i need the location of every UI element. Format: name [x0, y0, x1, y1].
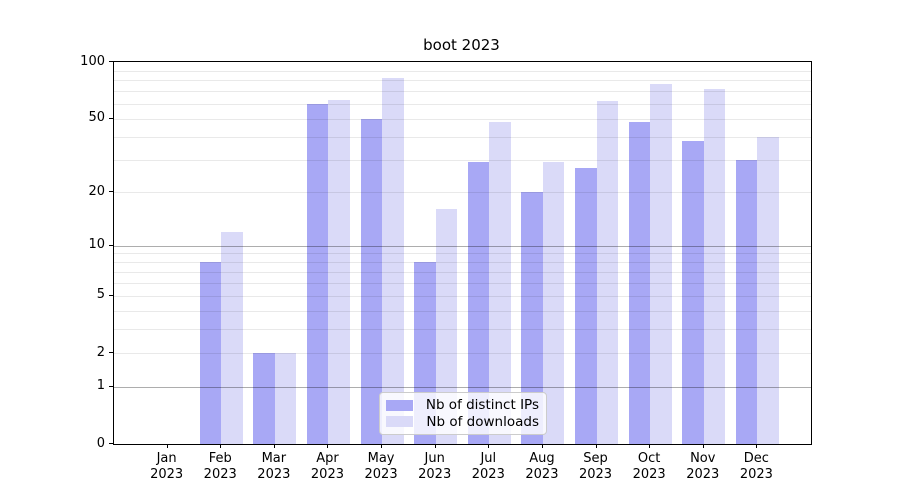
y-tick-mark-2 [109, 352, 113, 354]
bar-nov-downloads [703, 88, 726, 444]
bar-mar-ips [253, 353, 275, 444]
x-tick-mark-apr [327, 444, 329, 448]
legend-label-downloads: Nb of downloads [426, 413, 539, 430]
bar-oct-downloads [650, 84, 672, 444]
y-tick-label-50: 50 [88, 110, 105, 126]
legend: Nb of distinct IPs Nb of downloads [379, 392, 547, 435]
y-tick-label-5: 5 [96, 287, 105, 303]
legend-swatch-downloads [386, 416, 414, 428]
x-tick-label-jun: Jun 2023 [418, 451, 452, 482]
legend-swatch-distinct-ips [385, 399, 413, 411]
gridline-minor-20 [114, 192, 811, 193]
x-tick-label-mar: Mar 2023 [257, 451, 291, 482]
x-tick-label-nov: Nov 2023 [686, 451, 720, 482]
x-tick-label-feb: Feb 2023 [203, 451, 237, 482]
x-tick-label-sep: Sep 2023 [578, 451, 613, 482]
y-tick-mark-10 [109, 244, 113, 246]
x-tick-mark-mar [273, 444, 275, 448]
legend-item-distinct-ips: Nb of distinct IPs [385, 397, 539, 414]
bar-jul-ips [467, 162, 490, 444]
y-tick-mark-1 [109, 385, 113, 387]
bar-feb-ips [199, 262, 222, 444]
x-tick-mark-aug [541, 444, 543, 448]
gridline-minor-3 [114, 329, 811, 331]
bar-dec-ips [735, 159, 758, 444]
x-tick-label-jul: Jul 2023 [471, 451, 505, 482]
gridline-minor-4 [114, 310, 811, 312]
chart-title: boot 2023 [423, 36, 500, 54]
y-tick-mark-0 [109, 443, 113, 444]
plot-area [113, 61, 812, 445]
gridline-minor-7 [114, 271, 811, 273]
bar-jul-downloads [489, 121, 511, 444]
y-tick-label-100: 100 [80, 53, 105, 69]
bar-may-downloads [382, 78, 404, 444]
x-tick-label-dec: Dec 2023 [739, 451, 773, 482]
gridline-minor-2 [114, 353, 811, 355]
bar-jun-downloads [435, 209, 458, 444]
gridline-minor-50 [114, 118, 811, 120]
x-tick-label-jan: Jan 2023 [150, 451, 184, 482]
gridline-major-10 [114, 245, 811, 247]
bar-aug-downloads [542, 162, 565, 444]
y-tick-label-20: 20 [88, 183, 105, 199]
x-tick-mark-may [381, 444, 383, 448]
gridline-minor-70 [114, 91, 811, 93]
gridline-minor-90 [114, 70, 811, 72]
y-tick-label-10: 10 [88, 237, 105, 253]
x-tick-label-apr: Apr 2023 [310, 451, 344, 482]
x-tick-mark-jul [488, 444, 490, 448]
gridline-minor-30 [114, 159, 811, 161]
gridline-major-1 [114, 386, 811, 388]
y-tick-label-1: 1 [96, 378, 105, 394]
bar-nov-ips [682, 140, 704, 444]
bar-sep-ips [575, 168, 597, 444]
bar-may-ips [360, 118, 383, 444]
x-tick-mark-jan [166, 444, 168, 448]
x-tick-mark-dec [756, 444, 758, 448]
bar-sep-downloads [596, 101, 618, 444]
y-tick-mark-50 [109, 117, 113, 119]
y-tick-mark-5 [109, 294, 113, 296]
bar-apr-downloads [328, 99, 350, 444]
x-tick-label-may: May 2023 [364, 451, 398, 482]
bar-dec-downloads [757, 136, 779, 444]
x-tick-mark-jun [434, 444, 436, 448]
bar-apr-ips [307, 103, 329, 444]
y-tick-mark-20 [109, 191, 113, 192]
x-tick-mark-sep [595, 444, 597, 448]
bar-oct-ips [628, 121, 651, 444]
gridline-minor-8 [114, 262, 811, 264]
gridline-minor-6 [114, 282, 811, 284]
bar-feb-downloads [221, 231, 243, 444]
x-tick-mark-oct [649, 444, 651, 448]
y-tick-label-0: 0 [96, 435, 105, 451]
gridline-minor-9 [114, 253, 811, 255]
x-tick-label-aug: Aug 2023 [525, 451, 559, 482]
y-tick-label-2: 2 [96, 344, 105, 360]
x-tick-label-oct: Oct 2023 [632, 451, 666, 482]
gridline-minor-80 [114, 80, 811, 82]
gridline-minor-60 [114, 103, 811, 105]
legend-item-downloads: Nb of downloads [386, 414, 539, 430]
bar-mar-downloads [274, 353, 297, 444]
gridline-minor-5 [114, 295, 811, 297]
x-tick-mark-feb [220, 444, 222, 448]
gridline-minor-40 [114, 136, 811, 138]
bar-aug-ips [521, 192, 543, 444]
legend-label-distinct-ips: Nb of distinct IPs [425, 397, 539, 414]
x-tick-mark-nov [702, 444, 704, 448]
y-tick-mark-100 [109, 61, 113, 62]
